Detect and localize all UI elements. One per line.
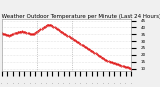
Title: Milwaukee Weather Outdoor Temperature per Minute (Last 24 Hours): Milwaukee Weather Outdoor Temperature pe… — [0, 14, 160, 19]
